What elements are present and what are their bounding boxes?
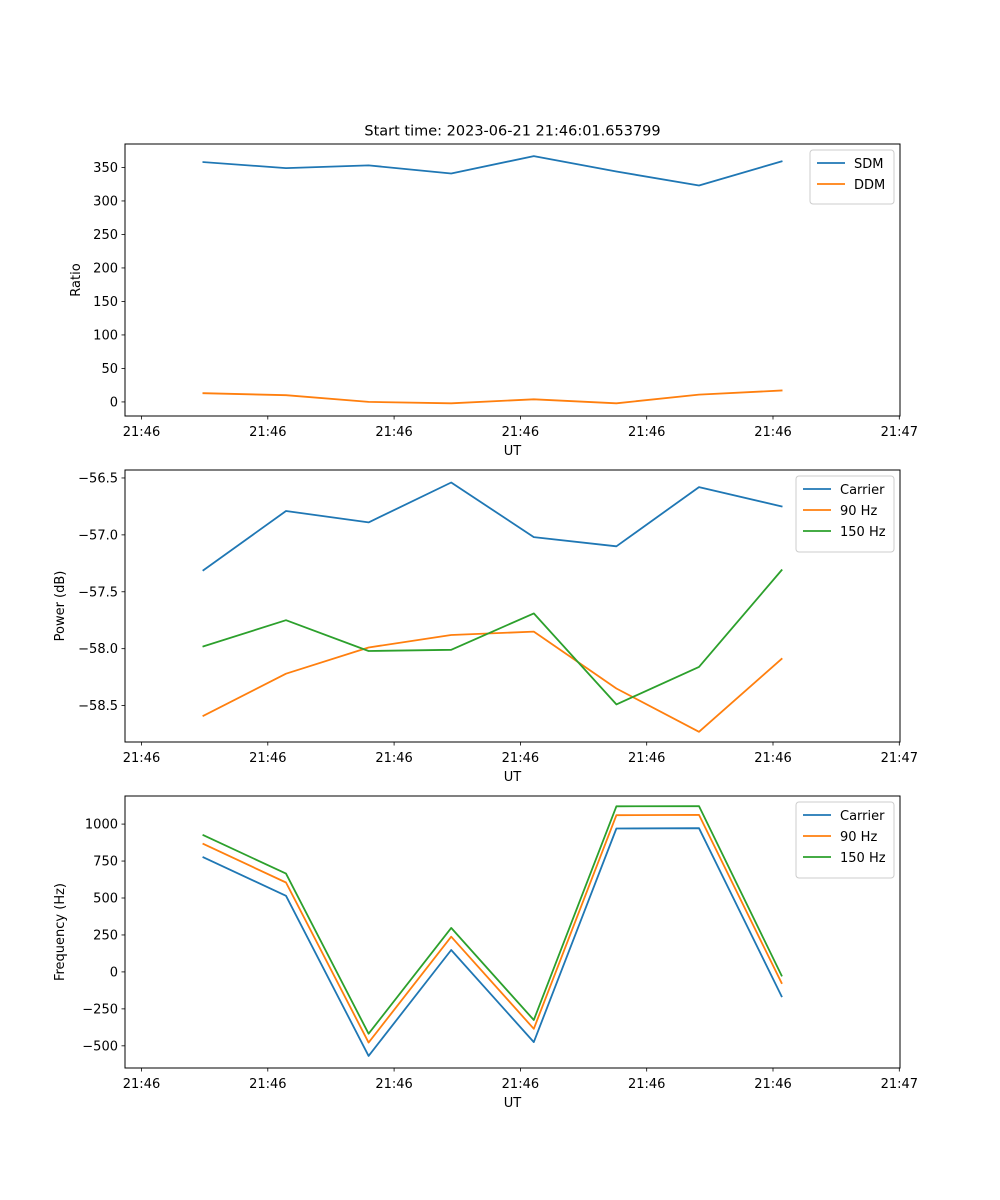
legend-label: Carrier: [840, 483, 885, 498]
legend-label: DDM: [854, 178, 885, 193]
y-tick-label: 100: [93, 328, 118, 343]
y-tick-label: 500: [93, 892, 118, 907]
series-line-150-hz: [202, 805, 783, 1035]
series-line-sdm: [202, 155, 783, 187]
x-tick-label: 21:46: [249, 425, 286, 440]
x-tick-label: 21:46: [628, 1077, 665, 1092]
series-line-90-hz: [202, 630, 783, 733]
legend-box: [795, 475, 895, 553]
x-tick-label: 21:46: [375, 1077, 412, 1092]
x-tick-label: 21:46: [754, 425, 791, 440]
x-tick-label: 21:46: [123, 425, 160, 440]
y-tick-label: −58.0: [78, 642, 118, 657]
y-tick-label: 750: [93, 855, 118, 870]
y-tick-label: −57.0: [78, 528, 118, 543]
y-tick-label: 200: [93, 261, 118, 276]
legend-label: Carrier: [840, 809, 885, 824]
x-axis-label: UT: [504, 1096, 522, 1111]
legend-label: 150 Hz: [840, 525, 886, 540]
x-tick-label: 21:46: [375, 751, 412, 766]
x-axis-label: UT: [504, 770, 522, 785]
y-tick-label: 1000: [85, 818, 118, 833]
y-tick-label: 150: [93, 295, 118, 310]
y-tick-label: 350: [93, 161, 118, 176]
x-tick-label: 21:46: [123, 751, 160, 766]
x-tick-label: 21:46: [249, 1077, 286, 1092]
series-line-150-hz: [202, 568, 783, 706]
series-line-ddm: [202, 389, 783, 405]
x-tick-label: 21:46: [123, 1077, 160, 1092]
x-tick-label: 21:46: [754, 1077, 791, 1092]
legend-label: 150 Hz: [840, 851, 886, 866]
plot-frame: [124, 795, 901, 1069]
legend-label: 90 Hz: [840, 830, 877, 845]
x-tick-label: 21:47: [881, 751, 918, 766]
y-tick-label: −250: [82, 1002, 118, 1017]
y-tick-label: −56.5: [78, 471, 118, 486]
x-tick-label: 21:46: [502, 751, 539, 766]
x-axis-label: UT: [504, 444, 522, 459]
y-tick-label: 250: [93, 228, 118, 243]
panel-3: 21:46 21:46 21:46 21:46 21:46 21:46 21:47 −500 −…: [53, 795, 918, 1111]
x-tick-label: 21:46: [628, 751, 665, 766]
x-tick-label: 21:47: [881, 425, 918, 440]
legend-box: [795, 801, 895, 879]
x-tick-label: 21:46: [754, 751, 791, 766]
x-tick-label: 21:46: [375, 425, 412, 440]
y-tick-label: 0: [110, 965, 118, 980]
y-tick-label: 300: [93, 194, 118, 209]
y-axis-label: Frequency (Hz): [53, 883, 68, 981]
y-tick-label: −57.5: [78, 585, 118, 600]
plot-frame: [124, 469, 901, 743]
y-tick-label: 50: [101, 362, 118, 377]
panel-2: 21:46 21:46 21:46 21:46 21:46 21:46 21:47 −58.5…: [53, 469, 918, 785]
x-tick-label: 21:46: [249, 751, 286, 766]
y-axis-label: Ratio: [69, 263, 84, 296]
x-tick-label: 21:46: [628, 425, 665, 440]
legend-label: SDM: [854, 157, 883, 172]
legend-label: 90 Hz: [840, 504, 877, 519]
chart-title: Start time: 2023-06-21 21:46:01.653799: [364, 124, 660, 140]
x-tick-label: 21:46: [502, 1077, 539, 1092]
x-tick-label: 21:47: [881, 1077, 918, 1092]
series-line-90-hz: [202, 814, 783, 1044]
series-line-carrier: [202, 827, 783, 1057]
x-tick-label: 21:46: [502, 425, 539, 440]
y-axis-label: Power (dB): [53, 571, 68, 642]
plot-frame: [124, 143, 901, 417]
y-tick-label: 0: [110, 395, 118, 410]
y-tick-label: 250: [93, 928, 118, 943]
y-tick-label: −58.5: [78, 699, 118, 714]
panel-1: 21:46 21:46 21:46 21:46 21:46 21:46 21:47 0 50 10…: [69, 143, 918, 459]
y-tick-label: −500: [82, 1039, 118, 1054]
series-line-carrier: [202, 481, 783, 572]
